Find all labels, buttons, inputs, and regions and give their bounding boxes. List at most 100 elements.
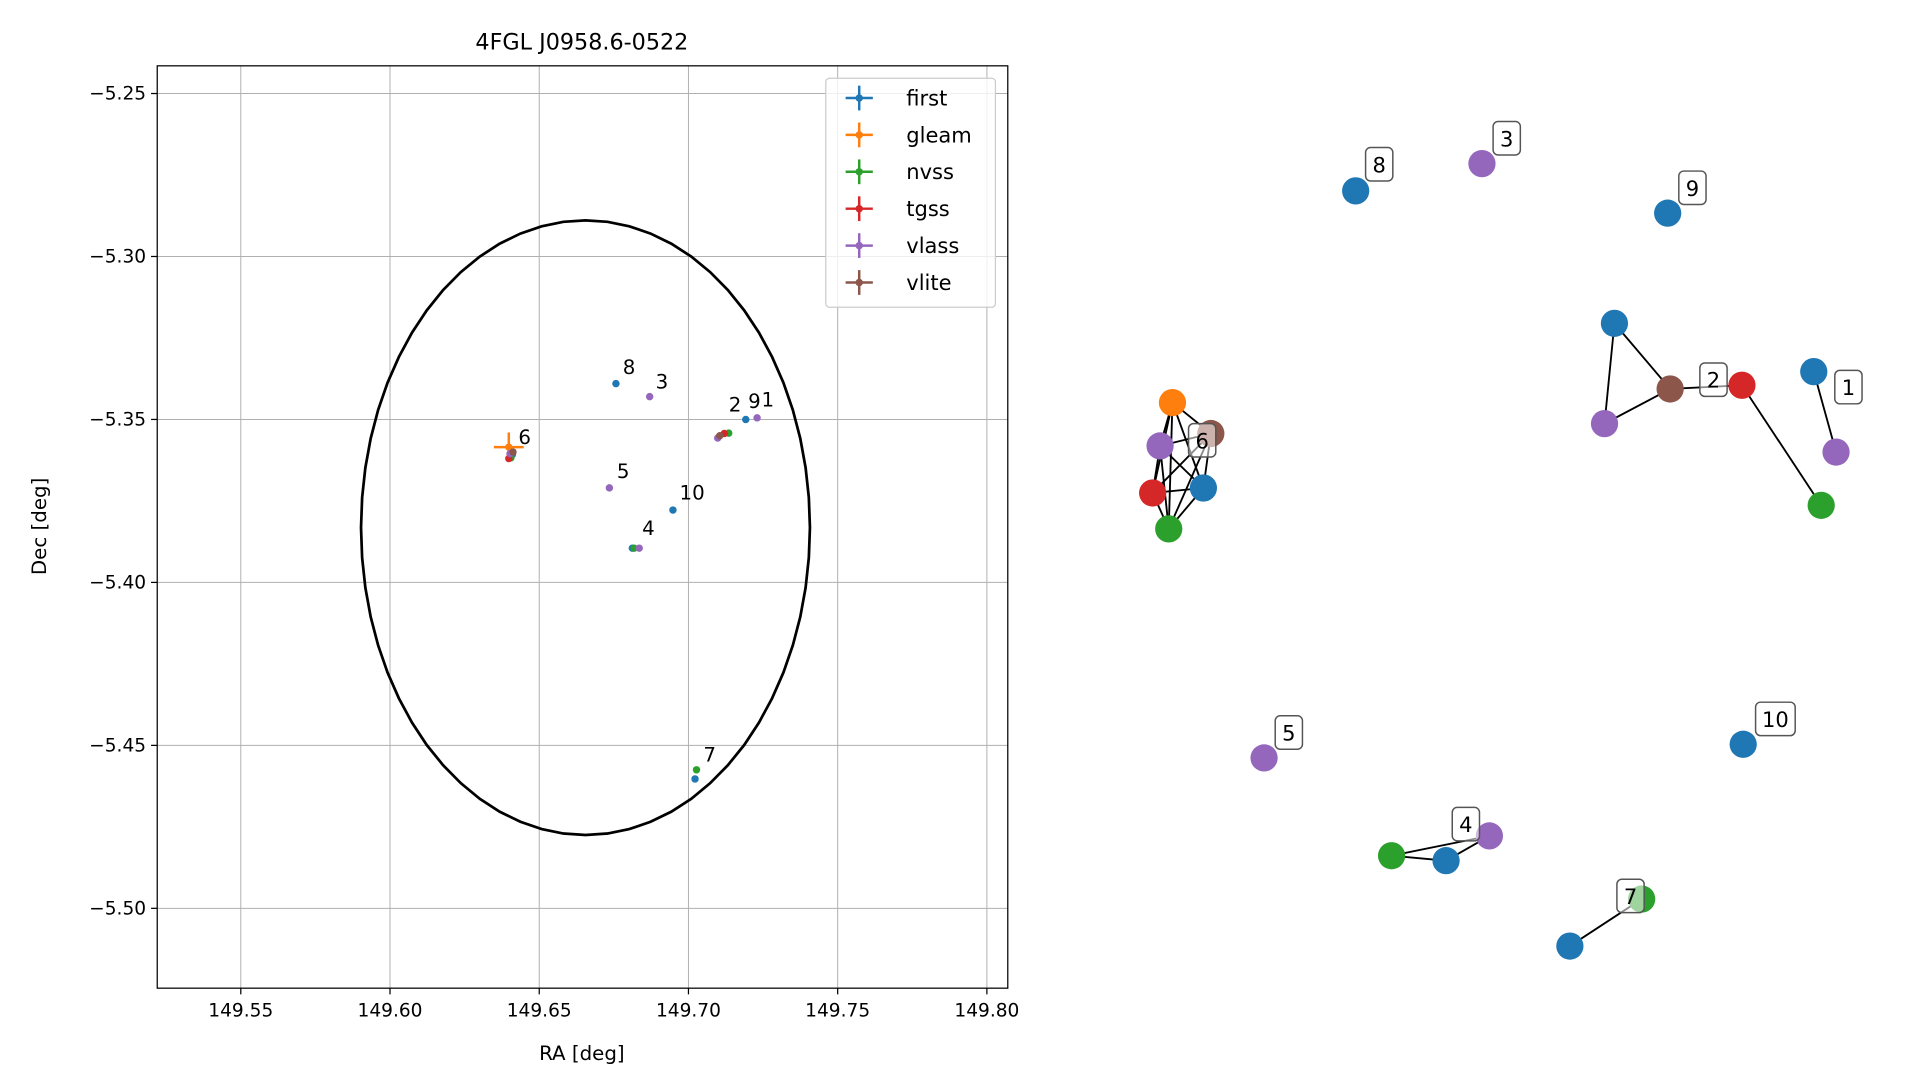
network-node-first <box>1600 309 1629 337</box>
vlite-point <box>716 432 724 440</box>
x-tick-label: 149.55 <box>208 1001 273 1022</box>
source-label-2: 2 <box>729 393 742 416</box>
network-node-vlass <box>1475 822 1504 850</box>
network-label-2: 2 <box>1699 362 1728 398</box>
network-label-8: 8 <box>1364 146 1394 182</box>
nvss-point <box>692 766 701 774</box>
network-label-text: 10 <box>1762 707 1789 732</box>
vlass-point <box>605 484 614 492</box>
network-label-box <box>1616 878 1645 914</box>
legend-marker-first <box>855 94 863 102</box>
chart-title: 4FGL J0958.6-0522 <box>475 30 688 56</box>
network-label-3: 3 <box>1492 120 1522 156</box>
network-node-vlass <box>1146 432 1174 460</box>
network-label-box <box>1274 715 1304 750</box>
network-node-tgss <box>1728 371 1756 399</box>
legend-marker-nvss <box>855 168 863 176</box>
legend-marker-vlite <box>855 278 863 287</box>
x-tick-label: 149.70 <box>656 1001 721 1022</box>
y-axis-label: Dec [deg] <box>28 478 51 575</box>
network-label-9: 9 <box>1678 170 1707 206</box>
network-label-box <box>1364 146 1394 182</box>
network-label-box <box>1492 120 1522 156</box>
vlass-point <box>645 392 654 401</box>
legend-marker-tgss <box>855 204 863 213</box>
network-node-vlass <box>1590 410 1619 438</box>
y-tick-label: −5.45 <box>89 736 146 757</box>
gleam-point <box>505 443 513 451</box>
network-label-text: 9 <box>1686 176 1699 201</box>
axis-ticks: 149.55 149.60 149.65 149.70 149.75 149.80 −5.2… <box>89 84 1019 1022</box>
network-node-vlite <box>1656 375 1684 403</box>
network-label-10: 10 <box>1754 701 1796 737</box>
network-node-first <box>1654 199 1682 227</box>
network-label-box <box>1451 806 1481 842</box>
network-edges <box>1151 322 1837 947</box>
network-edge <box>1167 402 1174 529</box>
first-point <box>742 415 750 424</box>
network-label-box <box>1834 369 1863 405</box>
x-tick-label: 149.75 <box>805 1001 870 1022</box>
network-node-first <box>1432 847 1460 875</box>
network-node-vlass <box>1822 438 1850 466</box>
first-point <box>612 379 620 388</box>
legend-label-vlite: vlite <box>906 270 951 295</box>
vlass-point <box>753 414 761 422</box>
network-node-nvss <box>1377 842 1406 870</box>
source-label-8: 8 <box>623 356 636 379</box>
network-edge <box>1613 322 1671 390</box>
network-node-first <box>1729 730 1757 758</box>
source-label-3: 3 <box>656 370 669 393</box>
network-node-first <box>1800 358 1828 386</box>
y-tick-label: −5.25 <box>89 84 146 105</box>
source-annotations: 12 3 4 5 6 7 8 9 10 <box>518 356 774 767</box>
network-node-nvss <box>1155 515 1183 543</box>
first-point <box>669 506 677 514</box>
legend-label-first: first <box>906 85 947 110</box>
x-tick-label: 149.60 <box>358 1001 423 1022</box>
network-label-6: 6 <box>1187 422 1217 458</box>
network-label-text: 5 <box>1282 721 1295 746</box>
network-node-vlass <box>1250 744 1278 772</box>
network-label-text: 1 <box>1842 375 1855 400</box>
network-node-first <box>1189 474 1218 502</box>
network-label-5: 5 <box>1274 715 1304 750</box>
legend-label-nvss: nvss <box>906 159 954 184</box>
source-label-5: 5 <box>617 460 630 483</box>
legend-entries: first gleam nvss tgss vlass vlite <box>845 85 972 295</box>
network-label-text: 3 <box>1500 126 1513 151</box>
x-tick-label: 149.65 <box>507 1001 572 1022</box>
localization-ellipse <box>359 218 812 837</box>
network-edge <box>1603 323 1616 424</box>
network-label-4: 4 <box>1451 806 1481 842</box>
network-label-box <box>1187 422 1217 458</box>
network-labels: 1 2 3 4 5 6 7 8 9 10 <box>1187 120 1863 914</box>
y-tick-label: −5.40 <box>89 573 146 594</box>
source-label-10: 10 <box>680 481 705 504</box>
y-tick-label: −5.50 <box>89 899 146 920</box>
network-node-first <box>1342 177 1370 205</box>
source-points <box>493 379 761 783</box>
network-node-vlass <box>1468 150 1496 178</box>
legend-label-tgss: tgss <box>906 196 950 221</box>
vlass-point <box>635 544 643 552</box>
legend-label-vlass: vlass <box>906 233 959 258</box>
first-point <box>691 775 699 783</box>
network-label-text: 6 <box>1195 428 1208 453</box>
source-label-1: 1 <box>762 388 775 411</box>
network-node-tgss <box>1139 479 1167 507</box>
network-label-box <box>1699 362 1728 398</box>
network-label-text: 2 <box>1707 368 1720 393</box>
x-axis-label: RA [deg] <box>539 1042 625 1065</box>
network-edge <box>1812 371 1837 453</box>
y-tick-label: −5.35 <box>89 410 146 431</box>
legend-marker-vlass <box>855 241 863 250</box>
network-node-gleam <box>1158 388 1187 417</box>
legend: first gleam nvss tgss vlass vlite <box>825 77 997 308</box>
network-label-7: 7 <box>1616 878 1645 914</box>
legend-marker-gleam <box>855 131 863 139</box>
source-label-9: 9 <box>748 390 761 413</box>
network-label-1: 1 <box>1834 369 1863 405</box>
